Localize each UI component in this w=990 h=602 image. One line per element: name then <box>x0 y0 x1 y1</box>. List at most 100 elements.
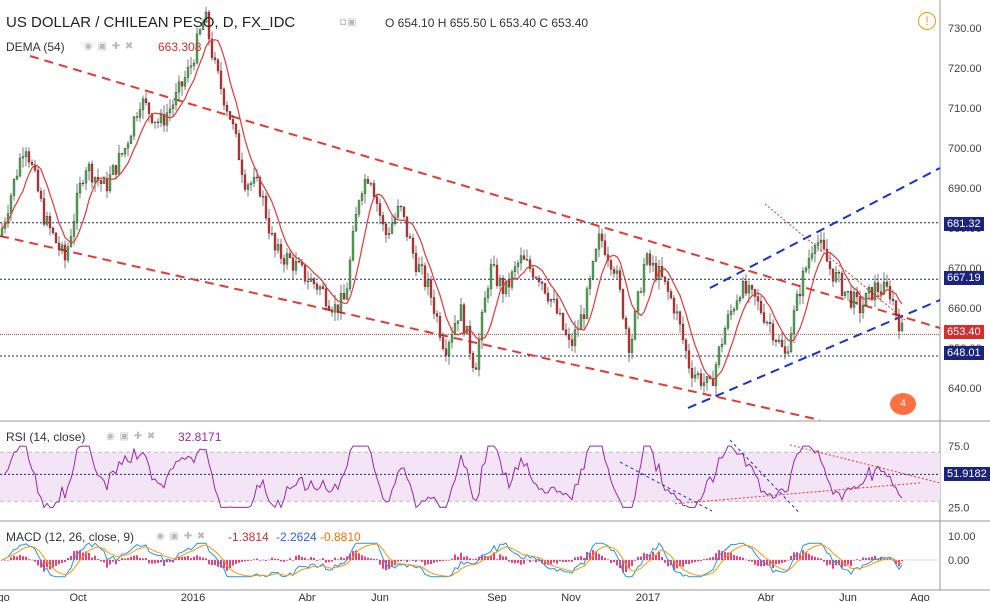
candle-body <box>411 238 415 254</box>
candle-body <box>390 223 394 234</box>
candle-body <box>270 233 274 235</box>
time-tick-label: Jun <box>839 592 857 602</box>
rsi-trendline-1 <box>619 461 713 512</box>
short-trendline <box>764 203 906 321</box>
macd-histogram-bar <box>517 560 519 564</box>
macd-histogram-bar <box>364 556 366 560</box>
candle-body <box>141 98 145 110</box>
macd-histogram-bar <box>478 556 480 560</box>
macd-histogram-bar <box>334 557 336 560</box>
macd-histogram-bar <box>640 556 642 560</box>
candle-body <box>819 239 823 243</box>
macd-histogram-bar <box>202 557 204 560</box>
macd-histogram-bar <box>397 560 399 562</box>
candle-body <box>651 263 655 266</box>
candle-body <box>42 198 46 225</box>
macd-histogram-bar <box>70 555 72 560</box>
macd-histogram-bar <box>799 554 801 560</box>
macd-histogram-bar <box>349 553 351 560</box>
candle-body <box>264 196 268 219</box>
candle-body <box>57 242 61 250</box>
candle-body <box>192 62 196 66</box>
macd-histogram-bar <box>610 560 612 563</box>
macd-histogram-bar <box>271 557 273 560</box>
macd-histogram-bar <box>73 551 75 560</box>
macd-histogram-bar <box>679 560 681 566</box>
dema-line <box>1 39 903 381</box>
candle-body <box>867 287 871 294</box>
time-tick-label: Nov <box>561 592 581 602</box>
macd-value-2: -2.2624 <box>276 530 317 544</box>
macd-histogram-bar <box>559 560 561 562</box>
candle-body <box>507 280 511 288</box>
macd-histogram-bar <box>223 560 225 569</box>
macd-histogram-bar <box>97 559 99 560</box>
candle-body <box>528 259 532 269</box>
dema-value: 663.308 <box>158 40 202 54</box>
candle-body <box>282 258 286 265</box>
macd-histogram-bar <box>85 551 87 560</box>
macd-histogram-bar <box>511 560 513 563</box>
candle-body <box>423 265 427 287</box>
candle-body <box>450 334 454 343</box>
alert-icon[interactable]: ! <box>918 12 936 30</box>
macd-histogram-bar <box>526 559 528 561</box>
rsi-tag: 51.9182 <box>944 467 990 481</box>
candle-body <box>471 353 475 368</box>
macd-histogram-bar <box>544 560 546 565</box>
macd-histogram-bar <box>256 558 258 560</box>
macd-histogram-bar <box>199 556 201 560</box>
macd-histogram-bar <box>316 560 318 561</box>
macd-histogram-bar <box>634 560 636 561</box>
candle-body <box>780 339 784 347</box>
macd-histogram-bar <box>37 560 39 566</box>
macd-histogram-bar <box>736 556 738 560</box>
rsi-line <box>4 445 903 509</box>
candle-body <box>342 293 346 300</box>
candle-body <box>39 190 43 199</box>
up-channel-upper <box>709 167 941 289</box>
macd-histogram-bar <box>373 558 375 560</box>
candle-body <box>732 309 736 312</box>
macd-histogram-bar <box>814 556 816 560</box>
candle-body <box>405 216 409 237</box>
macd-histogram-bar <box>508 560 510 562</box>
candle-body <box>162 114 166 126</box>
macd-histogram-bar <box>550 560 552 565</box>
candle-body <box>294 261 298 271</box>
title-buttons[interactable]: ◘▣ <box>340 17 358 28</box>
candle-body <box>231 119 235 125</box>
candle-body <box>306 280 310 283</box>
price-tick-label: 700.00 <box>948 143 982 155</box>
macd-histogram-bar <box>106 560 108 568</box>
events-icon[interactable]: 4 <box>890 393 916 415</box>
candle-body <box>858 296 862 314</box>
rsi-buttons[interactable]: ◉ ▣ ✚ ✖ <box>106 431 157 442</box>
dema-buttons[interactable]: ◉ ▣ ✚ ✖ <box>84 41 135 52</box>
candle-body <box>87 163 91 172</box>
macd-histogram-bar <box>439 560 441 562</box>
macd-buttons[interactable]: ◉ ▣ ✚ ✖ <box>156 531 207 542</box>
rsi-label: RSI (14, close) <box>6 430 86 444</box>
candle-body <box>852 291 856 308</box>
candle-body <box>60 244 64 250</box>
candle-body <box>45 216 49 225</box>
candle-body <box>534 277 538 279</box>
macd-histogram-bar <box>268 559 270 561</box>
macd-histogram-bar <box>631 560 633 566</box>
macd-histogram-bar <box>706 558 708 560</box>
macd-histogram-bar <box>613 560 615 563</box>
candle-body <box>156 121 160 123</box>
candle-body <box>21 156 25 159</box>
candle-body <box>645 253 649 265</box>
macd-histogram-bar <box>823 560 825 562</box>
macd-histogram-bar <box>667 560 669 567</box>
candle-body <box>180 81 184 87</box>
candle-body <box>366 179 370 184</box>
candle-body <box>474 367 478 370</box>
macd-histogram-bar <box>871 556 873 560</box>
candle-body <box>126 143 130 149</box>
macd-histogram-bar <box>16 556 18 560</box>
candle-body <box>36 170 40 192</box>
